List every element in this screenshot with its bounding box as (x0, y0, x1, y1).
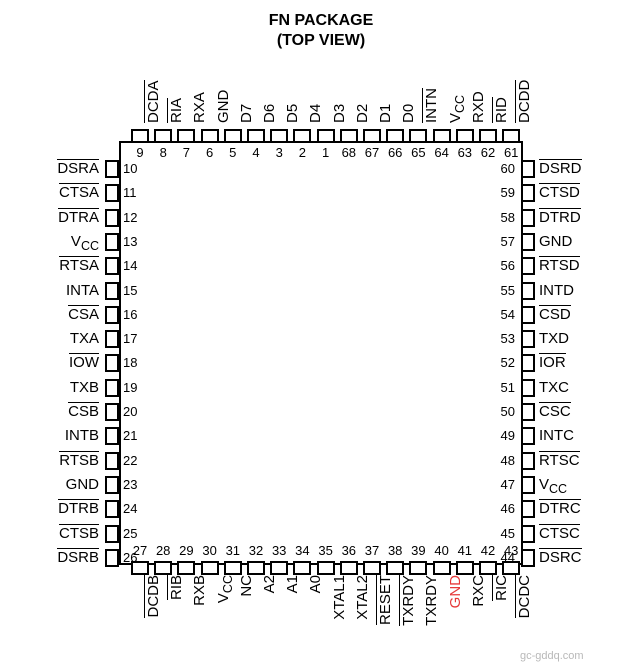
pin-12: 12DTRA (105, 209, 119, 227)
pin-62: 62RID (479, 127, 497, 141)
pin-25: 25CTSB (105, 525, 119, 543)
pin-22: 22RTSB (105, 452, 119, 470)
pin-2: 2D4 (293, 127, 311, 141)
pin-13: 13VCC (105, 233, 119, 251)
pin-1: 1D3 (317, 127, 335, 141)
pin-9: 9DCDA (131, 127, 149, 141)
pin-59: 59CTSD (519, 184, 533, 202)
pin-35: 35XTAL1 (317, 561, 335, 575)
pin-32: 32A2 (247, 561, 265, 575)
pin-23: 23GND (105, 476, 119, 494)
pin-56: 56RTSD (519, 257, 533, 275)
pin-51: 51TXC (519, 379, 533, 397)
pin-57: 57GND (519, 233, 533, 251)
pin-54: 54CSD (519, 306, 533, 324)
pin-20: 20CSB (105, 403, 119, 421)
pin-64: 64VCC (433, 127, 451, 141)
pin-29: 29RXB (177, 561, 195, 575)
pin-4: 4D6 (247, 127, 265, 141)
pin-65: 65INTN (409, 127, 427, 141)
pin-17: 17TXA (105, 330, 119, 348)
pin-33: 33A1 (270, 561, 288, 575)
pin-67: 67D1 (363, 127, 381, 141)
pin-30: 30VCC (201, 561, 219, 575)
pin-31: 31NC (224, 561, 242, 575)
pin-50: 50CSC (519, 403, 533, 421)
pin-24: 24DTRB (105, 500, 119, 518)
pin-28: 28RIB (154, 561, 172, 575)
pin-39: 39TXRDY (409, 561, 427, 575)
pin-41: 41RXC (456, 561, 474, 575)
pin-49: 49INTC (519, 427, 533, 445)
pin-63: 63RXD (456, 127, 474, 141)
pin-38: 38TXRDY (386, 561, 404, 575)
pin-18: 18IOW (105, 354, 119, 372)
pin-60: 60DSRD (519, 160, 533, 178)
pin-15: 15INTA (105, 282, 119, 300)
pin-3: 3D5 (270, 127, 288, 141)
pin-58: 58DTRD (519, 209, 533, 227)
pin-44: 44DSRC (519, 549, 533, 567)
pin-16: 16CSA (105, 306, 119, 324)
pin-19: 19TXB (105, 379, 119, 397)
pin-10: 10DSRA (105, 160, 119, 178)
pin-55: 55INTD (519, 282, 533, 300)
pin-21: 21INTB (105, 427, 119, 445)
pin-53: 53TXD (519, 330, 533, 348)
pin-34: 34A0 (293, 561, 311, 575)
pin-27: 27DCDB (131, 561, 149, 575)
pin-46: 46DTRC (519, 500, 533, 518)
pin-45: 45CTSC (519, 525, 533, 543)
pin-36: 36XTAL2 (340, 561, 358, 575)
pin-43: 43DCDC (502, 561, 520, 575)
pin-8: 8RIA (154, 127, 172, 141)
pin-14: 14RTSA (105, 257, 119, 275)
pin-47: 47VCC (519, 476, 533, 494)
pin-61: 61DCDD (502, 127, 520, 141)
pin-7: 7RXA (177, 127, 195, 141)
pin-52: 52IOR (519, 354, 533, 372)
pin-42: 42RIC (479, 561, 497, 575)
pin-40: 40GND (433, 561, 451, 575)
pin-6: 6GND (201, 127, 219, 141)
pin-48: 48RTSC (519, 452, 533, 470)
pin-5: 5D7 (224, 127, 242, 141)
pin-66: 66D0 (386, 127, 404, 141)
pin-37: 37RESET (363, 561, 381, 575)
pin-11: 11CTSA (105, 184, 119, 202)
pin-68: 68D2 (340, 127, 358, 141)
pin-26: 26DSRB (105, 549, 119, 567)
